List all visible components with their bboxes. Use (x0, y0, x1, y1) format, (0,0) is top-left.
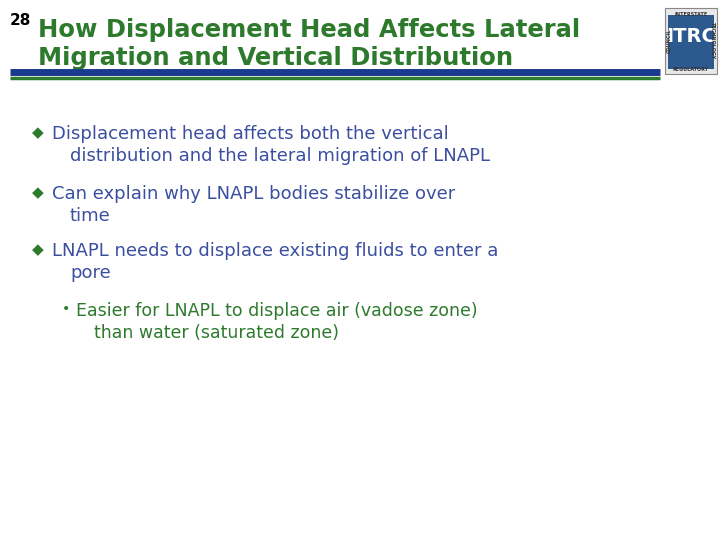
Text: •: • (62, 302, 71, 316)
Text: ◆: ◆ (32, 125, 44, 140)
Text: Can explain why LNAPL bodies stabilize over: Can explain why LNAPL bodies stabilize o… (52, 185, 455, 203)
Text: Easier for LNAPL to displace air (vadose zone): Easier for LNAPL to displace air (vadose… (76, 302, 477, 320)
Text: Migration and Vertical Distribution: Migration and Vertical Distribution (38, 46, 513, 70)
Text: pore: pore (70, 264, 111, 282)
Bar (665, 8, 717, 74)
Text: time: time (70, 207, 111, 225)
Text: TECHNOLOGY: TECHNOLOGY (710, 22, 715, 59)
Text: than water (saturated zone): than water (saturated zone) (94, 324, 339, 342)
Text: ◆: ◆ (32, 185, 44, 200)
Text: 28: 28 (10, 13, 32, 28)
Text: INTERSTATE: INTERSTATE (675, 12, 708, 17)
Text: Displacement head affects both the vertical: Displacement head affects both the verti… (52, 125, 449, 143)
Text: ITRC: ITRC (666, 28, 716, 46)
Text: REGULATORY: REGULATORY (673, 67, 709, 72)
Text: LNAPL needs to displace existing fluids to enter a: LNAPL needs to displace existing fluids … (52, 242, 498, 260)
Text: COUNCIL: COUNCIL (667, 29, 672, 53)
Text: How Displacement Head Affects Lateral: How Displacement Head Affects Lateral (38, 18, 580, 42)
Text: ◆: ◆ (32, 242, 44, 257)
Text: distribution and the lateral migration of LNAPL: distribution and the lateral migration o… (70, 147, 490, 165)
Bar (668, 15, 714, 69)
